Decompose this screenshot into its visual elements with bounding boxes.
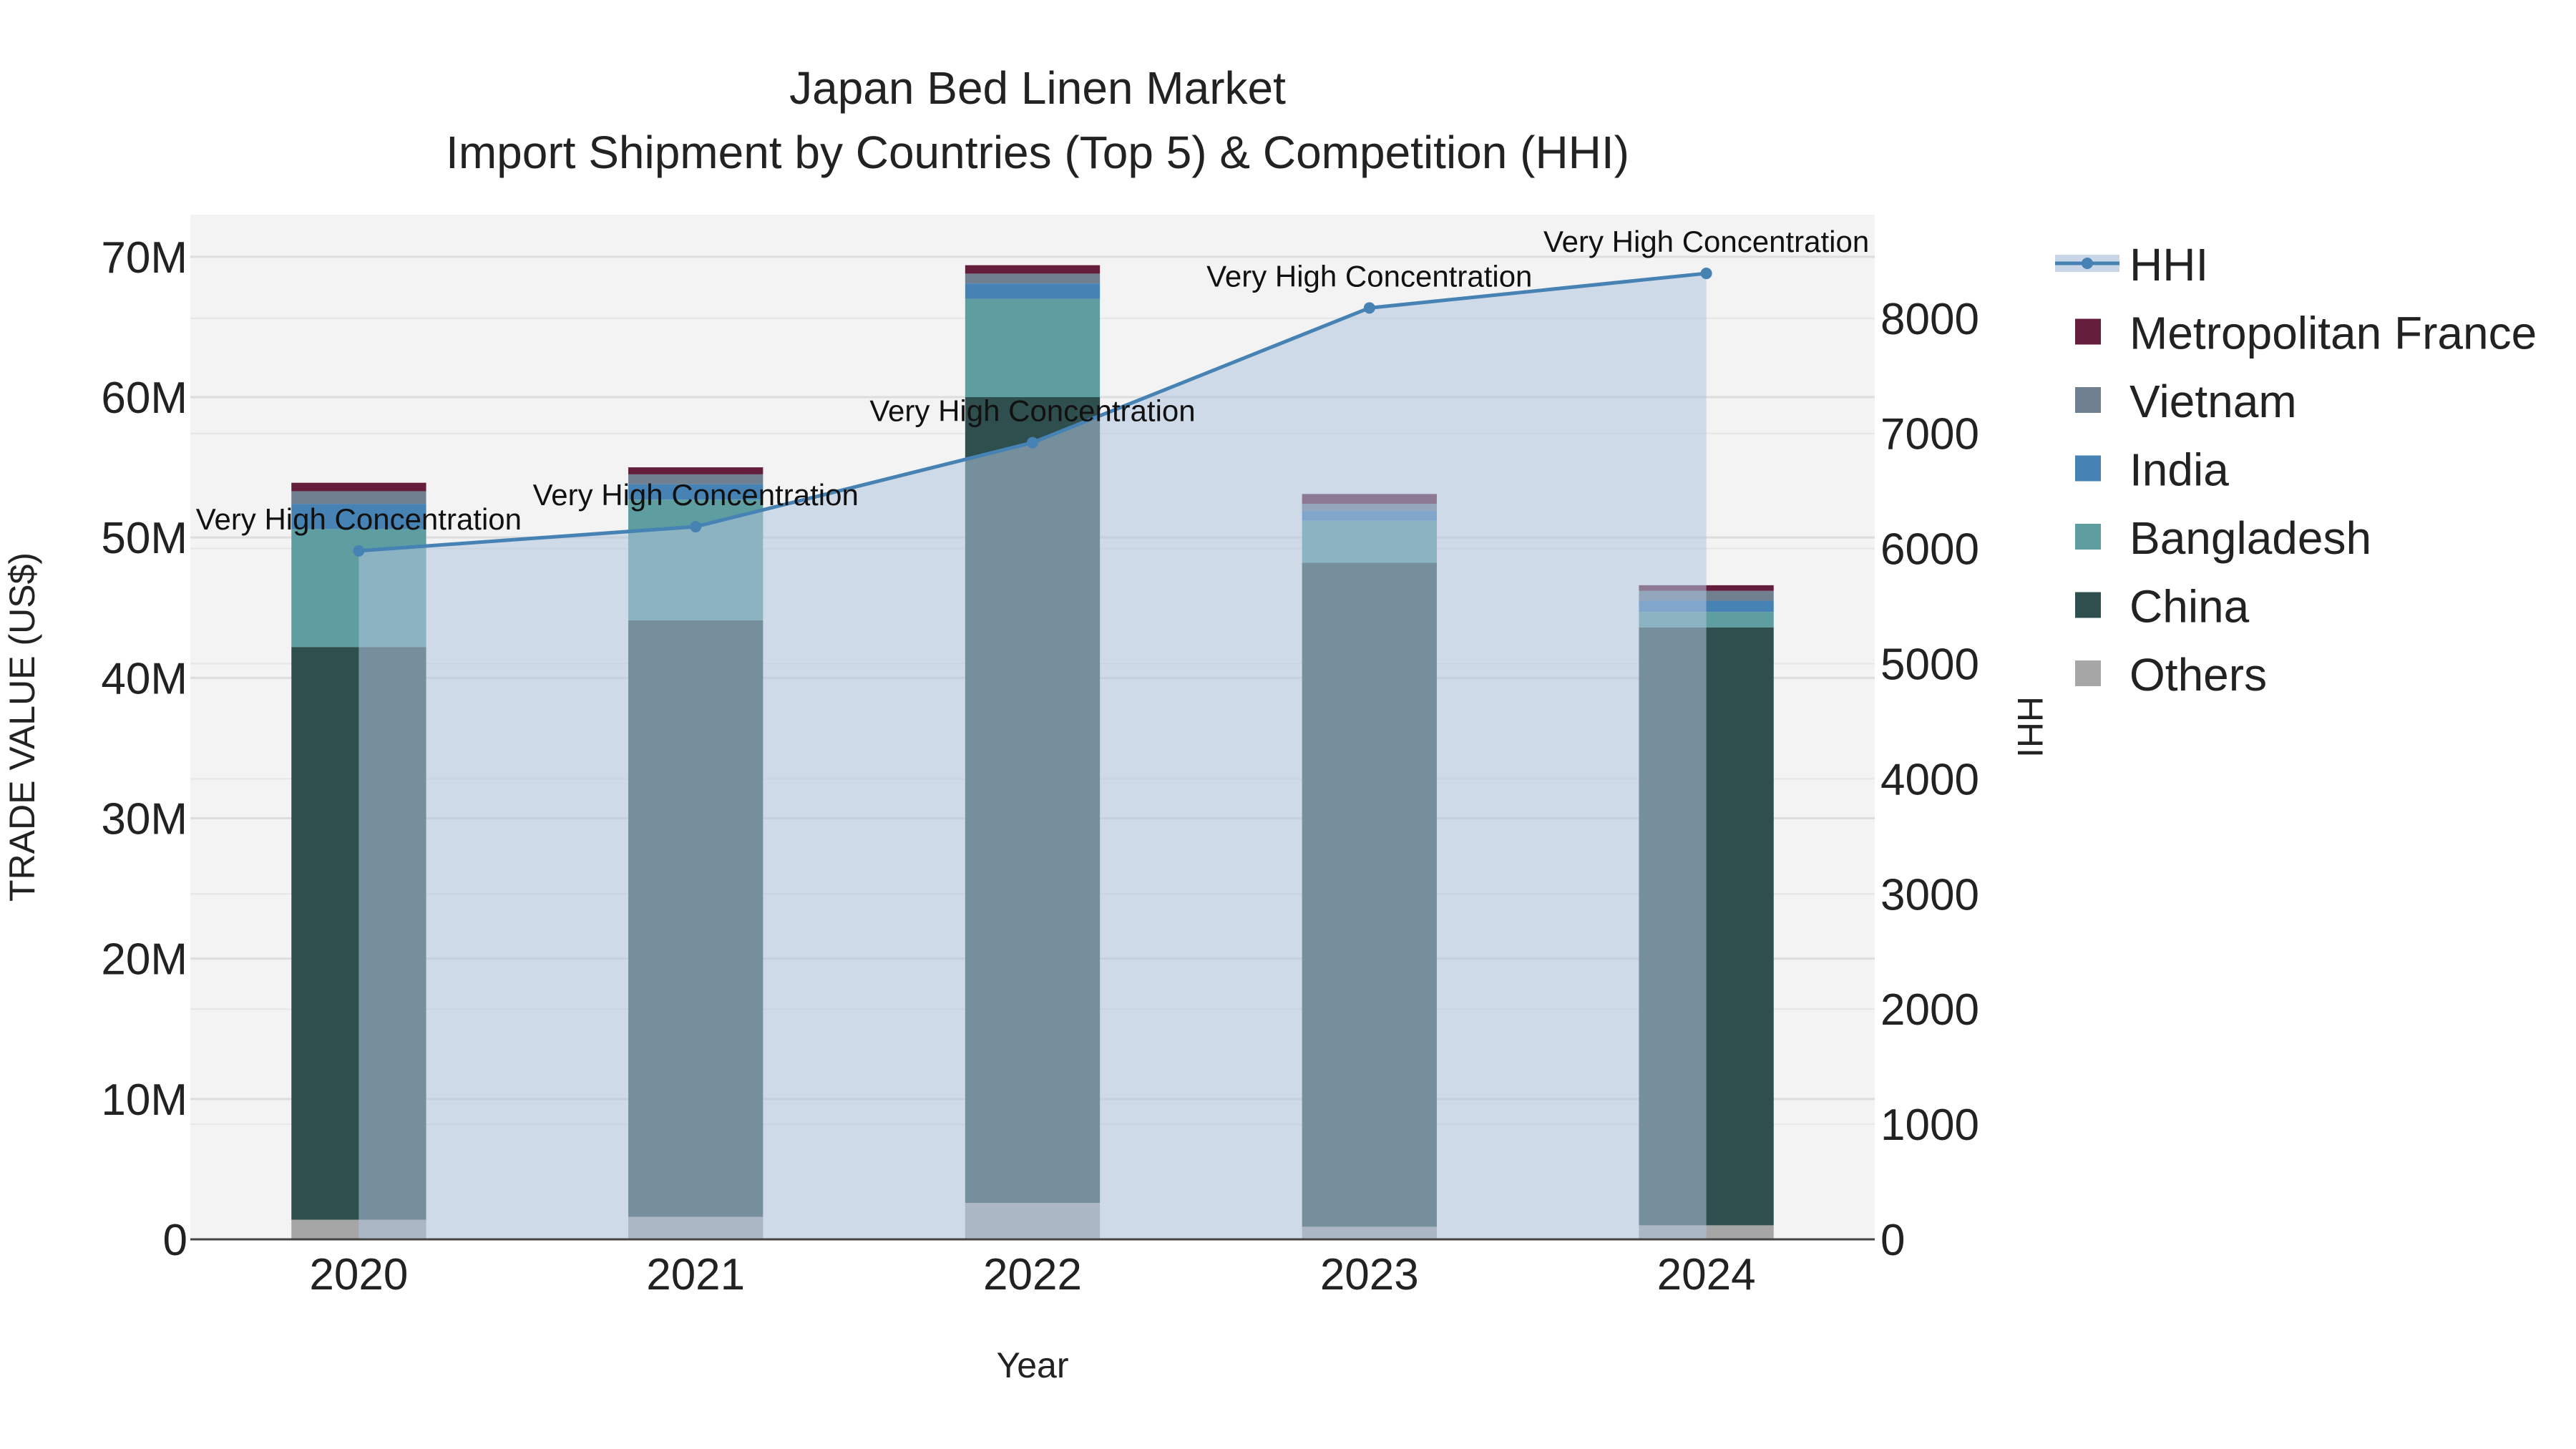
- hhi-point-2020: [353, 545, 365, 557]
- x-tick-label: 2021: [646, 1250, 745, 1299]
- legend-swatch-india: [2075, 455, 2101, 482]
- x-tick-label: 2020: [309, 1250, 408, 1299]
- y-tick-label: 50M: [101, 514, 187, 563]
- y2-tick-label: 8000: [1880, 295, 1979, 344]
- legend[interactable]: HHI Metropolitan France Vietnam India Bangla…: [2055, 239, 2537, 701]
- y2-tick-label: 3000: [1880, 870, 1979, 919]
- hhi-point-2024: [1700, 268, 1712, 280]
- bar-vietnam-2022: [965, 273, 1101, 284]
- bar-metropolitan-france-2021: [628, 467, 763, 474]
- y2-tick-label: 7000: [1880, 410, 1979, 459]
- y2-tick-label: 4000: [1880, 755, 1979, 804]
- legend-label-india: India: [2129, 444, 2229, 496]
- hhi-point-2022: [1027, 436, 1038, 449]
- legend-swatch-china: [2075, 592, 2101, 618]
- legend-swatch-bangladesh: [2075, 524, 2101, 550]
- hhi-annotation: Very High Concentration: [1206, 259, 1532, 293]
- y-tick-label: 20M: [101, 935, 187, 985]
- y-tick-label: 40M: [101, 654, 187, 703]
- hhi-annotation: Very High Concentration: [869, 394, 1195, 428]
- y-tick-label: 10M: [101, 1075, 187, 1125]
- bar-vietnam-2020: [291, 491, 426, 504]
- hhi-annotation: Very High Concentration: [1543, 225, 1869, 258]
- hhi-annotation: Very High Concentration: [196, 502, 522, 536]
- y2-tick-label: 2000: [1880, 985, 1979, 1035]
- hhi-point-2023: [1363, 302, 1375, 314]
- legend-label-metropolitan-france: Metropolitan France: [2129, 308, 2537, 359]
- legend-label-hhi: HHI: [2129, 239, 2208, 291]
- y-axis-title: TRADE VALUE (US$): [2, 552, 42, 902]
- hhi-point-2021: [690, 521, 702, 533]
- y2-axis-title: HHI: [2010, 696, 2050, 758]
- y2-tick-label: 0: [1880, 1216, 1905, 1265]
- legend-label-china: China: [2129, 581, 2250, 633]
- legend-label-bangladesh: Bangladesh: [2129, 512, 2371, 564]
- x-tick-label: 2023: [1320, 1250, 1419, 1299]
- chart-title: Japan Bed Linen Market: [789, 62, 1286, 114]
- bar-india-2022: [965, 283, 1101, 299]
- bar-bangladesh-2022: [965, 298, 1101, 398]
- hhi-annotation: Very High Concentration: [533, 478, 859, 512]
- bar-metropolitan-france-2022: [965, 265, 1101, 274]
- hhi-layer: [353, 268, 1712, 1239]
- annotations-group: Very High Concentration Very High Concent…: [196, 225, 1869, 536]
- legend-label-vietnam: Vietnam: [2129, 376, 2297, 427]
- x-axis-title: Year: [996, 1345, 1068, 1385]
- x-tick-label: 2022: [983, 1250, 1082, 1299]
- x-tick-label: 2024: [1657, 1250, 1756, 1299]
- y2-tick-label: 6000: [1880, 525, 1979, 575]
- axes-group: 0 10M 20M 30M 40M 50M 60M 70M 0 1000 2000 3000 4000 5…: [101, 233, 1979, 1299]
- legend-swatch-vietnam: [2075, 387, 2101, 413]
- chart-subtitle: Import Shipment by Countries (Top 5) & C…: [446, 127, 1629, 178]
- y2-tick-label: 1000: [1880, 1101, 1979, 1150]
- y-tick-label: 30M: [101, 795, 187, 844]
- hhi-area: [358, 273, 1707, 1239]
- bar-india-2020: [291, 504, 426, 530]
- legend-label-others: Others: [2129, 649, 2267, 701]
- legend-swatch-hhi-marker: [2082, 258, 2093, 269]
- y-tick-label: 60M: [101, 374, 187, 423]
- bar-vietnam-2021: [628, 474, 763, 484]
- y-tick-label: 0: [163, 1216, 187, 1265]
- legend-swatch-metropolitan-france: [2075, 318, 2101, 345]
- bar-india-2021: [628, 484, 763, 500]
- y-tick-label: 70M: [101, 233, 187, 283]
- bar-metropolitan-france-2020: [291, 482, 426, 492]
- legend-swatch-others: [2075, 660, 2101, 686]
- y2-tick-label: 5000: [1880, 640, 1979, 690]
